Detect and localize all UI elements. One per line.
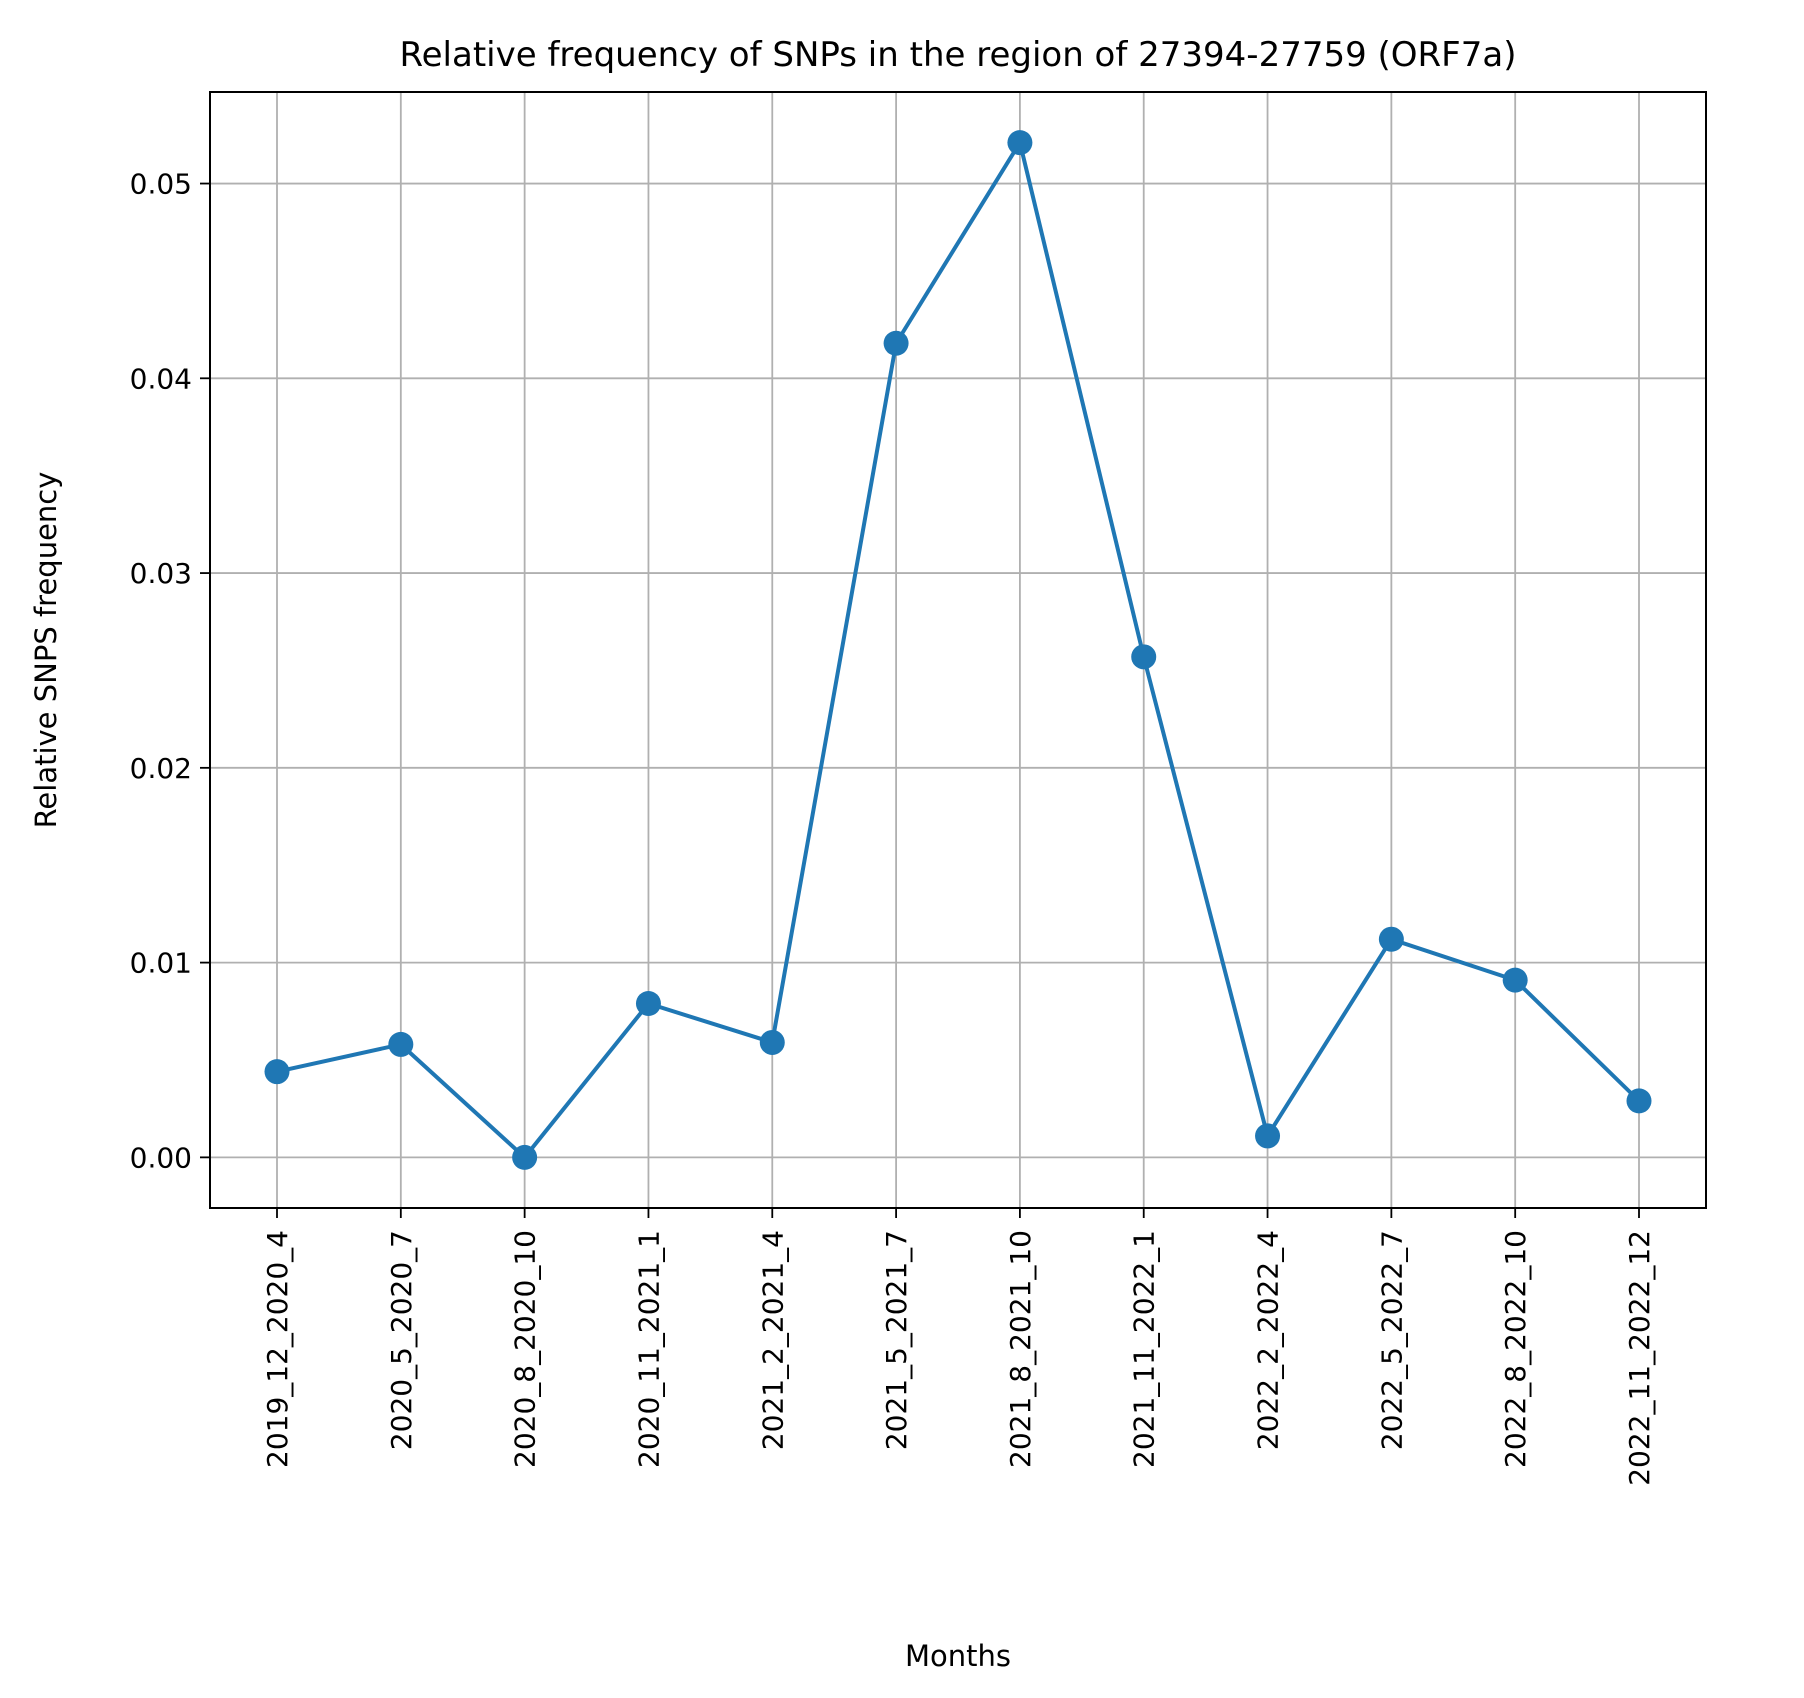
x-tick-label: 2022_5_2022_7 <box>1375 1230 1408 1450</box>
data-point <box>512 1144 538 1170</box>
data-point <box>1626 1088 1652 1114</box>
y-axis-label: Relative SNPS frequency <box>29 472 63 829</box>
axis-ticks: 2019_12_2020_4 2020_5_2020_7 2020_8_2020_1… <box>130 168 1656 1486</box>
x-tick-label: 2021_5_2021_7 <box>880 1230 913 1450</box>
x-axis-label: Months <box>905 1639 1011 1673</box>
series-line <box>276 140 1641 1160</box>
x-tick-label: 2021_11_2022_1 <box>1128 1230 1161 1468</box>
data-point <box>635 990 661 1016</box>
data-point <box>759 1029 785 1055</box>
x-tick-label: 2022_2_2022_4 <box>1252 1230 1285 1450</box>
y-tick-label: 0.02 <box>130 752 192 785</box>
data-point <box>1007 130 1033 156</box>
y-tick-label: 0.05 <box>130 168 192 201</box>
x-tick-label: 2020_8_2020_10 <box>509 1230 542 1468</box>
data-point <box>1502 967 1528 993</box>
x-tick-label: 2022_8_2022_10 <box>1499 1230 1532 1468</box>
data-point <box>1378 926 1404 952</box>
x-tick-label: 2020_11_2021_1 <box>632 1230 665 1468</box>
plot-frame <box>209 91 1707 1209</box>
x-tick-label: 2020_5_2020_7 <box>385 1230 418 1450</box>
chart-title: Relative frequency of SNPs in the region… <box>400 35 1517 75</box>
y-tick-label: 0.00 <box>130 1141 192 1174</box>
data-point <box>388 1031 414 1057</box>
y-tick-label: 0.03 <box>130 557 192 590</box>
data-series <box>264 130 1652 1170</box>
data-point <box>264 1059 290 1085</box>
x-tick-label: 2021_8_2021_10 <box>1004 1230 1037 1468</box>
grid <box>210 92 1706 1208</box>
x-tick-label: 2022_11_2022_12 <box>1623 1230 1656 1486</box>
data-point <box>883 330 909 356</box>
x-tick-label: 2021_2_2021_4 <box>756 1230 789 1450</box>
y-tick-label: 0.04 <box>130 362 192 395</box>
y-tick-label: 0.01 <box>130 947 192 980</box>
data-point <box>1131 644 1157 670</box>
data-point <box>1255 1123 1281 1149</box>
x-tick-label: 2019_12_2020_4 <box>261 1230 294 1468</box>
